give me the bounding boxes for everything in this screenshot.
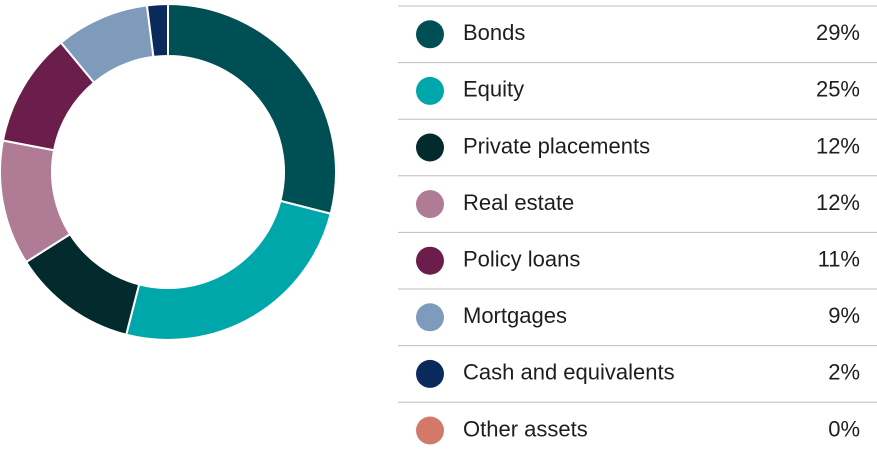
legend-value: 0%: [828, 416, 860, 441]
legend-label: Bonds: [463, 20, 525, 45]
legend-value: 12%: [816, 190, 860, 215]
legend-value: 29%: [816, 20, 860, 45]
legend-swatch: [416, 76, 444, 105]
legend-value: 12%: [816, 133, 860, 158]
donut-segment: [125, 199, 332, 341]
legend-swatch: [416, 416, 444, 445]
legend-label: Equity: [463, 77, 524, 102]
legend-label: Cash and equivalents: [463, 360, 675, 385]
legend-value: 11%: [818, 247, 860, 272]
legend-label: Mortgages: [463, 303, 567, 328]
legend-label: Policy loans: [463, 247, 580, 272]
legend-label: Private placements: [463, 133, 650, 158]
legend-swatch: [416, 303, 444, 332]
legend-value: 9%: [828, 303, 860, 328]
legend-swatch: [416, 133, 444, 162]
legend-label: Real estate: [463, 190, 574, 215]
legend-swatch: [416, 190, 444, 219]
legend-value: 2%: [828, 360, 860, 385]
legend-swatch: [416, 20, 444, 49]
legend-swatch: [416, 359, 444, 388]
legend-value: 25%: [816, 77, 860, 102]
legend-swatch: [416, 246, 444, 275]
legend-label: Other assets: [463, 416, 588, 441]
donut-segment: [167, 2, 337, 215]
